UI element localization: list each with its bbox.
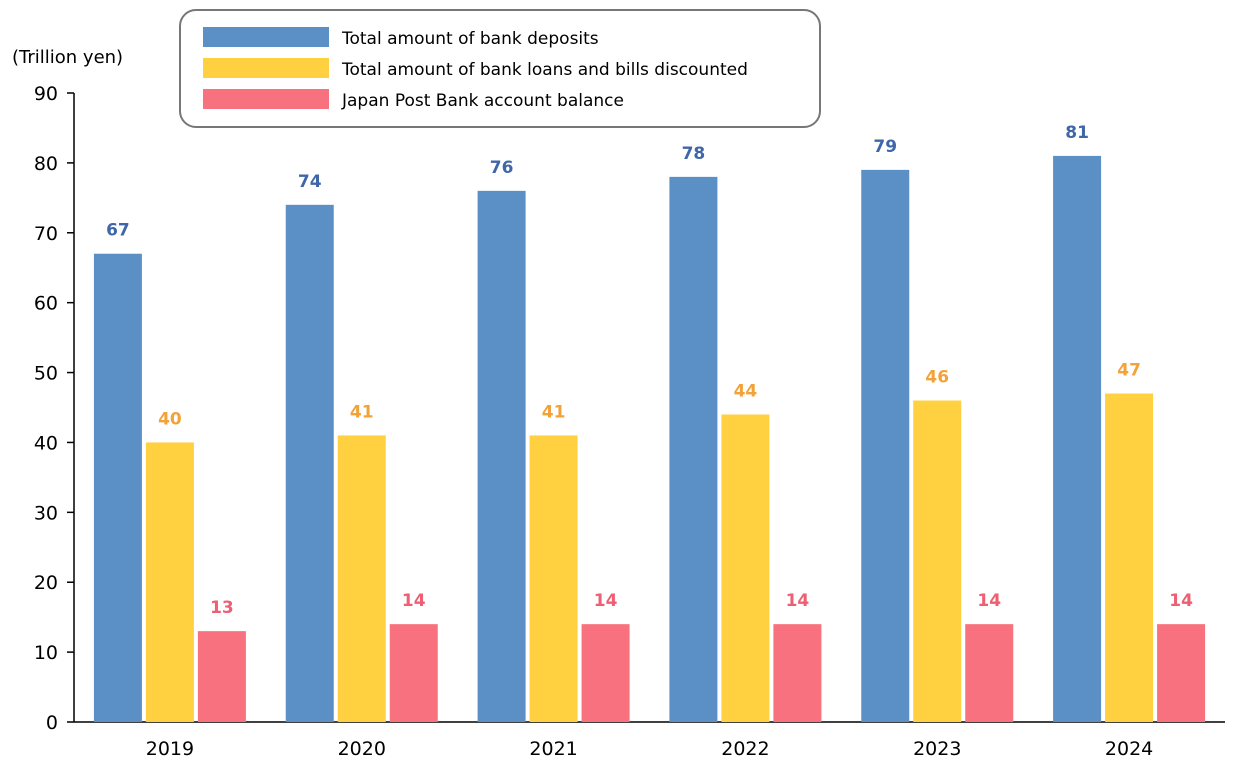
data-label: 46 <box>925 368 949 388</box>
data-label: 40 <box>158 409 182 429</box>
legend-swatch <box>203 58 329 78</box>
bar <box>773 624 822 722</box>
y-tick-label: 20 <box>34 572 58 594</box>
y-tick-label: 80 <box>34 153 58 175</box>
bar <box>581 624 630 722</box>
data-label: 41 <box>542 402 566 422</box>
bar <box>197 631 246 722</box>
legend-label: Japan Post Bank account balance <box>341 91 624 111</box>
legend: Total amount of bank deposits Total amoun… <box>179 9 821 128</box>
bar <box>1053 155 1102 722</box>
bar <box>389 624 438 722</box>
bar <box>965 624 1014 722</box>
legend-frame <box>179 9 821 128</box>
legend-label: Total amount of bank loans and bills dis… <box>341 60 748 80</box>
legend-swatch <box>203 89 329 109</box>
x-tick-label: 2021 <box>529 738 577 758</box>
x-tick-label: 2020 <box>338 738 386 758</box>
bar <box>861 169 910 722</box>
bar <box>1105 393 1154 722</box>
data-label: 13 <box>210 598 234 618</box>
data-label: 14 <box>1169 591 1193 611</box>
data-label: 78 <box>682 144 706 164</box>
data-label: 41 <box>350 402 374 422</box>
y-tick-label: 70 <box>34 223 58 245</box>
data-label: 74 <box>298 172 322 192</box>
x-tick-label: 2019 <box>146 738 194 758</box>
data-label: 81 <box>1065 123 1089 143</box>
bar <box>721 414 770 722</box>
data-label: 76 <box>490 158 514 178</box>
y-tick-label: 50 <box>34 363 58 385</box>
bar <box>93 253 142 722</box>
data-label: 14 <box>977 591 1001 611</box>
bar <box>477 190 526 722</box>
bar <box>1157 624 1206 722</box>
data-label: 67 <box>106 221 130 241</box>
bar <box>285 204 334 723</box>
data-label: 79 <box>873 137 897 157</box>
x-tick-label: 2023 <box>913 738 961 758</box>
bar <box>669 176 718 722</box>
x-tick-label: 2024 <box>1105 738 1153 758</box>
data-label: 14 <box>594 591 618 611</box>
data-label: 14 <box>786 591 810 611</box>
y-tick-label: 40 <box>34 432 58 454</box>
data-label: 47 <box>1117 361 1141 381</box>
bars: 67 40 13 74 41 14 76 41 14 78 44 14 79 46 14 81 47 14 <box>93 123 1206 723</box>
data-label: 44 <box>734 381 758 401</box>
axes: 0 10 20 30 40 50 60 70 80 90 2019 2020 2021 2022 2023 2… <box>34 83 1225 758</box>
x-tick-label: 2022 <box>721 738 769 758</box>
y-axis-unit-label: (Trillion yen) <box>12 47 123 68</box>
y-tick-label: 30 <box>34 502 58 524</box>
data-label: 14 <box>402 591 426 611</box>
y-tick-label: 10 <box>34 642 58 664</box>
bar <box>913 400 962 722</box>
bar <box>145 442 194 722</box>
bar <box>337 435 386 722</box>
legend-label: Total amount of bank deposits <box>341 29 599 49</box>
y-tick-label: 90 <box>34 83 58 105</box>
legend-swatch <box>203 27 329 47</box>
y-tick-label: 60 <box>34 293 58 315</box>
y-tick-label: 0 <box>46 712 58 734</box>
bar <box>529 435 578 722</box>
